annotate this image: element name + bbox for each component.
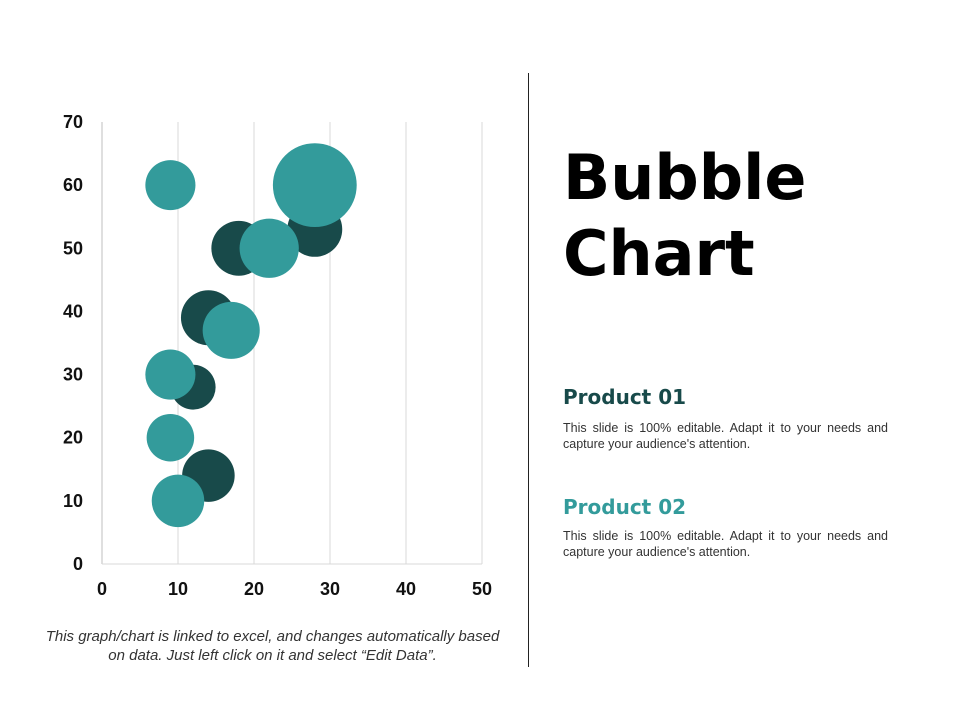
- product-01-heading: Product 01: [563, 385, 687, 409]
- product-02-description: This slide is 100% editable. Adapt it to…: [563, 529, 888, 559]
- y-axis-ticks: 0 10 20 30 40 50 60 70: [63, 112, 83, 574]
- x-tick-label-30: 30: [320, 579, 340, 599]
- x-tick-label-20: 20: [244, 579, 264, 599]
- y-tick-label-10: 10: [63, 491, 83, 511]
- product-01-description: This slide is 100% editable. Adapt it to…: [563, 421, 888, 451]
- x-tick-label-40: 40: [396, 579, 416, 599]
- title-line-2: Chart: [563, 217, 755, 290]
- chart-caption: This graph/chart is linked to excel, and…: [45, 628, 500, 664]
- bubble-series2-point3: [239, 218, 299, 278]
- y-tick-label-20: 20: [63, 428, 83, 448]
- y-tick-label-40: 40: [63, 301, 83, 321]
- x-tick-label-10: 10: [168, 579, 188, 599]
- y-tick-label-50: 50: [63, 238, 83, 258]
- y-tick-label-70: 70: [63, 112, 83, 132]
- bubble-series2-point5: [145, 349, 196, 400]
- slide-title: Bubble Chart: [563, 140, 806, 292]
- x-axis-ticks: 0 10 20 30 40 50: [97, 579, 492, 599]
- bubble-series2-point1: [145, 160, 196, 211]
- x-tick-label-0: 0: [97, 579, 107, 599]
- bubble-chart: 0 10 20 30 40 50 60 70 0 10 20 30 40 50: [63, 112, 492, 599]
- title-line-1: Bubble: [563, 141, 807, 214]
- y-tick-label-30: 30: [63, 365, 83, 385]
- vertical-divider: [528, 73, 529, 667]
- bubble-series2-point4: [202, 301, 260, 359]
- chart-bubbles: [145, 143, 357, 528]
- y-tick-label-60: 60: [63, 175, 83, 195]
- y-tick-label-0: 0: [73, 554, 83, 574]
- bubble-series2-point7: [151, 474, 205, 528]
- bubble-series2-point2: [272, 143, 357, 228]
- bubble-series2-point6: [146, 413, 195, 462]
- x-tick-label-50: 50: [472, 579, 492, 599]
- product-02-heading: Product 02: [563, 495, 687, 519]
